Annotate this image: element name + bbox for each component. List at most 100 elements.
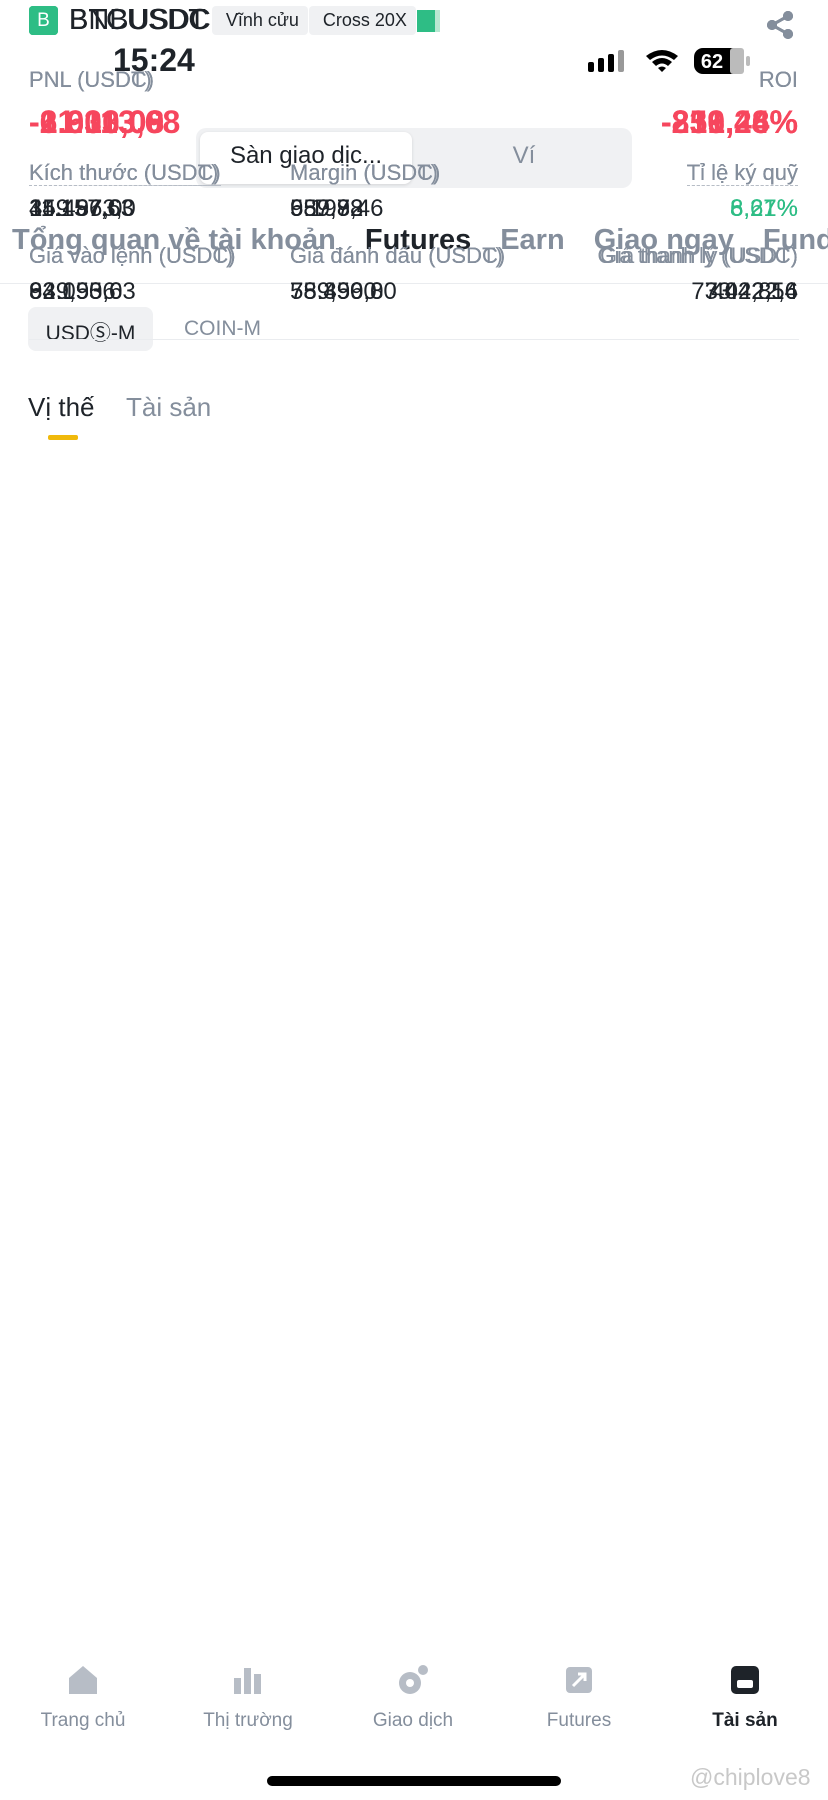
- share-icon[interactable]: [765, 10, 795, 40]
- signal-bar: [426, 9, 430, 32]
- field-label-text: Giá thanh lý (USDC): [597, 243, 798, 268]
- nav-label[interactable]: Futures: [546, 1710, 612, 1731]
- field-value: 34.496,0: [29, 195, 123, 222]
- field-value: 444,856: [711, 278, 798, 305]
- pnl-label: PNL (USDC): [29, 67, 155, 92]
- signal-bar: [430, 9, 434, 32]
- field-label: Tỉ lệ ký quỹ: [686, 159, 798, 187]
- field-label: Giá thanh lý (USDC): [597, 242, 798, 270]
- tag: Vĩnh cửu: [216, 6, 308, 35]
- nav-icon[interactable]: [230, 1662, 266, 1698]
- field-value: 78.490,00: [290, 278, 397, 305]
- field-value: 94.150,0: [29, 278, 123, 305]
- tab[interactable]: Fundi: [762, 224, 828, 256]
- field-label-text: Giá đánh dấu (USDC): [290, 243, 506, 268]
- field-value: 9.197,46: [290, 195, 384, 222]
- symbol: BNBUSDC: [69, 4, 211, 36]
- field-label-text: Giá vào lệnh (USDC): [29, 243, 236, 268]
- roi-value: -219,48%: [661, 104, 798, 140]
- pnl-label: PNL (USDT): [29, 67, 152, 92]
- signal-bar: [417, 9, 421, 32]
- roi-label: ROI: [758, 67, 798, 92]
- nav-label[interactable]: Tài sản: [712, 1710, 778, 1731]
- side-badge: B: [29, 6, 58, 35]
- sub-tab[interactable]: USDⓈ-M: [45, 322, 136, 345]
- field-label: Giá thanh lý (USDT): [600, 242, 798, 270]
- nav-label[interactable]: Giao dịch: [372, 1710, 454, 1731]
- field-label-text: Margin (USDT): [290, 160, 438, 185]
- nav-icon[interactable]: [727, 1662, 763, 1698]
- nav-label[interactable]: Thị trường: [203, 1710, 293, 1731]
- pnl-label: PNL (USDC): [29, 67, 155, 92]
- field-label: Giá đánh dấu (USDC): [290, 242, 505, 270]
- tab[interactable]: Giao ngay: [593, 224, 734, 256]
- home-indicator: [267, 1776, 561, 1786]
- tab-bar: Tổng quan về tài khoản Futures Earn Giao ng…: [12, 224, 828, 257]
- field-label: Margin (USDC): [290, 159, 440, 187]
- pnl-value: -21.113,68: [29, 104, 181, 140]
- signal-bar: [436, 9, 440, 32]
- field-label-text: Tỉ lệ ký quỹ: [686, 160, 798, 186]
- field-label-text: Giá vào lệnh (USDT): [29, 243, 234, 268]
- field-label-text: Kích thước (USDC): [29, 160, 221, 186]
- signal-bars: [420, 9, 440, 32]
- nav-icon[interactable]: [561, 1662, 597, 1698]
- roi-value: -251,26%: [661, 104, 798, 140]
- field-label-text: Giá đánh dấu (USDC): [290, 243, 506, 268]
- segment-active: [200, 132, 412, 184]
- tag: Cross 20X: [313, 6, 416, 35]
- field-value: 559,560: [290, 278, 377, 305]
- segment-control: Sàn giao dịc... Ví: [196, 128, 632, 188]
- segment-option[interactable]: Sàn giao dịc...: [229, 142, 383, 169]
- watermark: @chiplove8: [690, 1764, 811, 1790]
- nav-icon[interactable]: [65, 1662, 101, 1698]
- field-label: Giá vào lệnh (USDT): [29, 242, 233, 270]
- tab[interactable]: Earn: [500, 224, 565, 256]
- field-label-text: Tỉ lệ ký quỹ: [686, 160, 798, 186]
- signal-bar: [421, 9, 425, 32]
- field-label-text: Giá thanh lý (USDC): [597, 243, 798, 268]
- field-label: Giá đánh dấu (USDT): [290, 242, 503, 270]
- battery-level: 62: [701, 51, 723, 73]
- tab[interactable]: Futures: [364, 224, 472, 256]
- field-label: Margin (USDC): [290, 159, 440, 187]
- pnl-value: -1.603,09: [29, 104, 165, 140]
- divider: [29, 339, 799, 340]
- signal-bar: [425, 9, 429, 32]
- tab[interactable]: Tổng quan về tài khoản: [12, 224, 336, 256]
- field-label-text: Giá thanh lý (USDT): [599, 243, 798, 268]
- field-label-text: Giá vào lệnh (USDC): [29, 243, 236, 268]
- field-label: Kích thước (USDC): [29, 159, 221, 187]
- field-label-text: Margin (USDC): [290, 160, 441, 185]
- symbol: BTCUSDT: [69, 4, 206, 36]
- nav-label[interactable]: Trang chủ: [40, 1710, 126, 1731]
- section-tab[interactable]: Vị thế: [28, 392, 95, 422]
- divider: [0, 283, 828, 284]
- field-value: 82.093,63: [29, 278, 136, 305]
- field-label: Giá đánh dấu (USDC): [290, 242, 505, 270]
- signal-bar: [435, 9, 439, 32]
- field-label-text: Giá đánh dấu (USDT): [290, 243, 503, 268]
- field-label: Tỉ lệ ký quỹ: [686, 159, 798, 187]
- position-header: B BNBUSDC Vĩnh cửu Cross 20X: [29, 4, 442, 37]
- status-icons: 62: [588, 48, 750, 74]
- roi-value: -836,44%: [661, 104, 798, 140]
- sub-tab-active-bg: [28, 307, 153, 351]
- sub-tab[interactable]: COIN-M: [184, 317, 261, 340]
- field-label: Giá vào lệnh (USDC): [29, 242, 236, 270]
- field-value: 6,61%: [729, 195, 798, 222]
- field-label-text: Margin (USDC): [290, 160, 441, 185]
- field-label-text: Tỉ lệ ký quỹ: [686, 160, 798, 186]
- field-value: 73.222,6: [704, 278, 798, 305]
- field-value: 459.873,0: [29, 195, 136, 222]
- pnl-value: -6.930,08: [29, 104, 165, 140]
- field-label: Kích thước (USDC): [29, 159, 221, 187]
- segment-option[interactable]: Ví: [512, 142, 536, 169]
- roi-label: ROI: [758, 67, 798, 92]
- section-tab[interactable]: Tài sản: [126, 392, 212, 422]
- status-time: 15:24: [113, 42, 195, 78]
- nav-icon[interactable]: [395, 1662, 431, 1698]
- field-value: 78.399,8: [290, 278, 384, 305]
